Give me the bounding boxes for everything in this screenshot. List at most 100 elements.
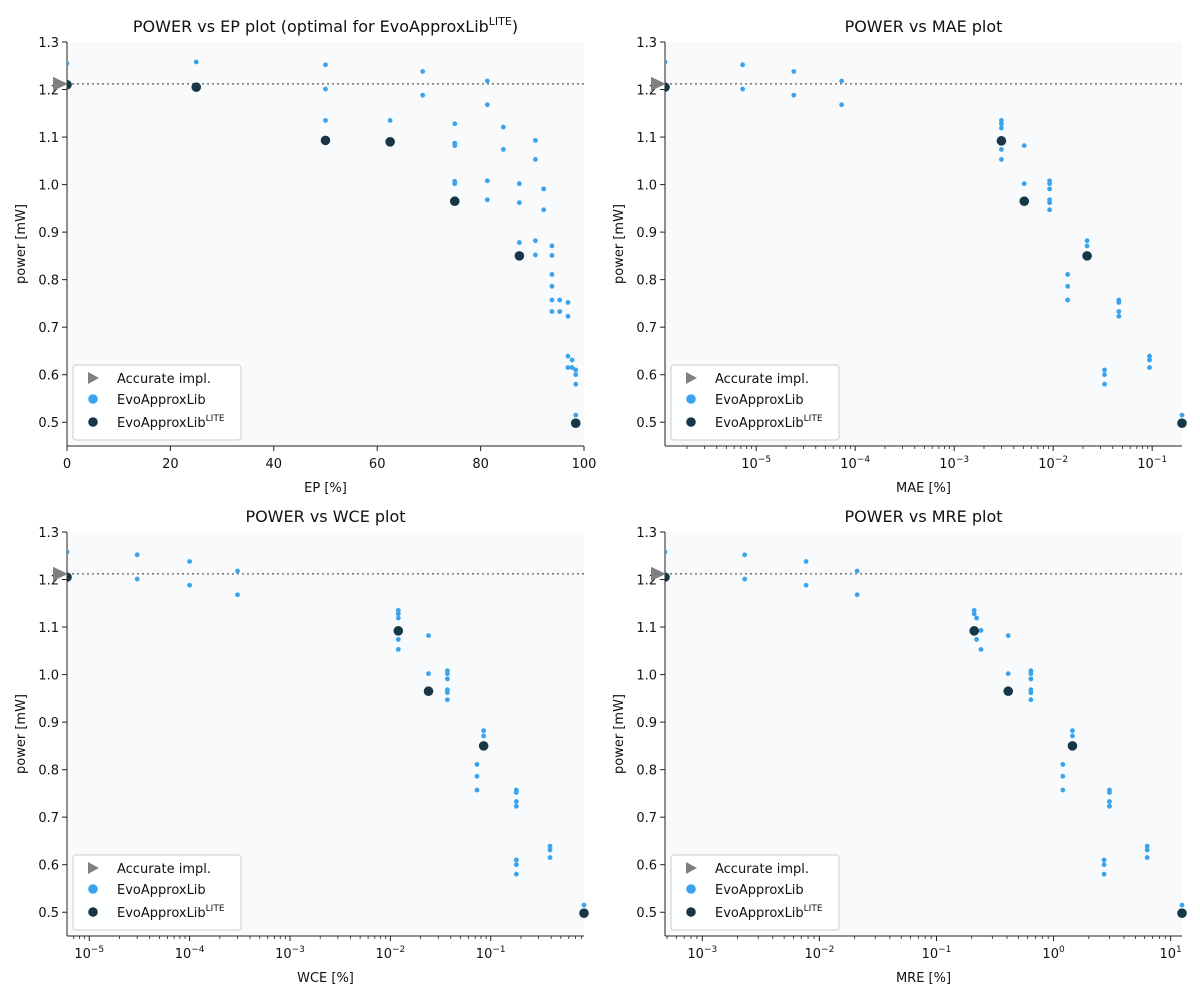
legend-evoapproxlib-marker: [88, 884, 98, 894]
evoapproxlib-point: [420, 69, 426, 74]
evoapproxlib-point: [500, 124, 506, 130]
legend: Accurate impl. EvoApproxLib EvoApproxLibLI…: [72, 364, 242, 441]
legend-lite-label: EvoApproxLibLITE: [715, 414, 823, 431]
evoapproxlib-point: [474, 773, 480, 779]
evoapproxlib-point: [1116, 309, 1122, 314]
evoapproxlib-lite-point: [385, 137, 395, 147]
x-tick-label: 10−2: [804, 945, 834, 962]
legend-evoapproxlib-marker: [686, 884, 696, 894]
evoapproxlib-point: [1101, 857, 1107, 863]
evoapproxlib-point: [323, 62, 328, 68]
evoapproxlib-point: [541, 186, 547, 192]
evoapproxlib-point: [541, 207, 547, 213]
evoapproxlib-point: [1065, 272, 1071, 277]
y-tick-label: 0.7: [636, 811, 657, 826]
x-tick-label: 60: [369, 457, 386, 472]
evoapproxlib-point: [1005, 671, 1011, 677]
evoapproxlib-lite-point: [514, 251, 525, 261]
legend-lite-marker: [88, 417, 98, 427]
evoapproxlib-point: [452, 181, 458, 187]
evoapproxlib-point: [549, 309, 555, 314]
x-axis-label: WCE [%]: [297, 971, 354, 986]
evoapproxlib-point: [1028, 690, 1034, 696]
evoapproxlib-point: [581, 902, 587, 908]
evoapproxlib-point: [1102, 381, 1107, 387]
evoapproxlib-point: [1116, 313, 1122, 319]
evoapproxlib-point: [791, 92, 797, 98]
evoapproxlib-point: [742, 576, 748, 582]
legend-accurate-marker: [686, 862, 697, 874]
evoapproxlib-point: [1102, 367, 1107, 373]
evoapproxlib-point: [1028, 697, 1034, 703]
legend-evoapproxlib-label: EvoApproxLib: [715, 883, 804, 898]
evoapproxlib-point: [1060, 787, 1066, 793]
y-tick-label: 1.1: [636, 621, 657, 636]
evoapproxlib-point: [1107, 790, 1112, 795]
evoapproxlib-point: [1084, 238, 1090, 244]
data-layer: [67, 59, 584, 428]
evoapproxlib-point: [481, 728, 487, 734]
evoapproxlib-point: [974, 637, 979, 642]
evoapproxlib-point: [235, 568, 240, 574]
evoapproxlib-lite-point: [1177, 908, 1187, 918]
evoapproxlib-point: [1107, 803, 1112, 809]
x-axis-label: EP [%]: [304, 481, 347, 496]
y-tick-label: 0.5: [38, 416, 59, 431]
evoapproxlib-point: [484, 178, 490, 184]
evoapproxlib-point: [1028, 676, 1034, 682]
legend-lite-marker: [686, 417, 696, 427]
evoapproxlib-lite-point: [579, 908, 589, 918]
y-axis-label: power [mW]: [14, 694, 29, 774]
y-tick-label: 1.0: [636, 179, 657, 194]
evoapproxlib-point: [481, 733, 487, 739]
x-axis-label: MRE [%]: [896, 971, 951, 986]
evoapproxlib-point: [565, 313, 571, 319]
evoapproxlib-lite-point: [393, 626, 404, 636]
y-tick-label: 0.6: [636, 859, 657, 874]
x-tick-label: 10−3: [687, 945, 717, 962]
evoapproxlib-lite-point: [1082, 251, 1092, 261]
legend-box: [670, 854, 840, 931]
accurate-impl-marker: [53, 566, 68, 581]
y-tick-label: 1.1: [636, 131, 657, 146]
evoapproxlib-point: [1144, 847, 1150, 853]
evoapproxlib-point: [1179, 902, 1185, 908]
evoapproxlib-point: [557, 309, 563, 314]
evoapproxlib-point: [474, 787, 480, 793]
evoapproxlib-point: [1101, 862, 1107, 868]
x-tick-label: 10−5: [74, 945, 104, 962]
y-tick-label: 0.5: [636, 906, 657, 921]
legend-evoapproxlib-marker: [88, 394, 98, 404]
evoapproxlib-point: [565, 365, 571, 370]
evoapproxlib-lite-point: [423, 686, 434, 697]
evoapproxlib-point: [971, 611, 977, 617]
x-tick-label: 10−2: [1038, 455, 1068, 472]
legend-lite-label: EvoApproxLibLITE: [117, 414, 225, 431]
evoapproxlib-point: [569, 357, 575, 363]
evoapproxlib-point: [444, 697, 450, 703]
y-tick-label: 1.1: [38, 131, 59, 146]
evoapproxlib-point: [193, 59, 199, 65]
evoapproxlib-lite-point: [1003, 686, 1014, 697]
evoapproxlib-point: [444, 690, 450, 696]
evoapproxlib-point: [1070, 728, 1075, 734]
evoapproxlib-point: [533, 137, 538, 143]
legend-accurate-label: Accurate impl.: [715, 372, 809, 387]
chart-title: POWER vs MAE plot: [845, 17, 1003, 36]
evoapproxlib-point: [1144, 843, 1150, 849]
y-tick-label: 0.6: [38, 859, 59, 874]
evoapproxlib-lite-point: [996, 136, 1007, 146]
legend-lite-label: EvoApproxLibLITE: [715, 904, 823, 921]
y-tick-label: 1.3: [38, 36, 59, 51]
y-tick-label: 1.0: [38, 669, 59, 684]
y-tick-label: 1.0: [38, 179, 59, 194]
evoapproxlib-point: [803, 559, 809, 564]
legend-lite-marker: [686, 907, 696, 917]
legend-accurate-marker: [686, 372, 697, 384]
y-tick-label: 0.7: [636, 321, 657, 336]
evoapproxlib-point: [1179, 412, 1185, 418]
evoapproxlib-point: [549, 243, 555, 249]
evoapproxlib-point: [573, 412, 579, 418]
accurate-impl-marker: [651, 566, 666, 581]
x-tick-label: 10−4: [840, 455, 870, 472]
